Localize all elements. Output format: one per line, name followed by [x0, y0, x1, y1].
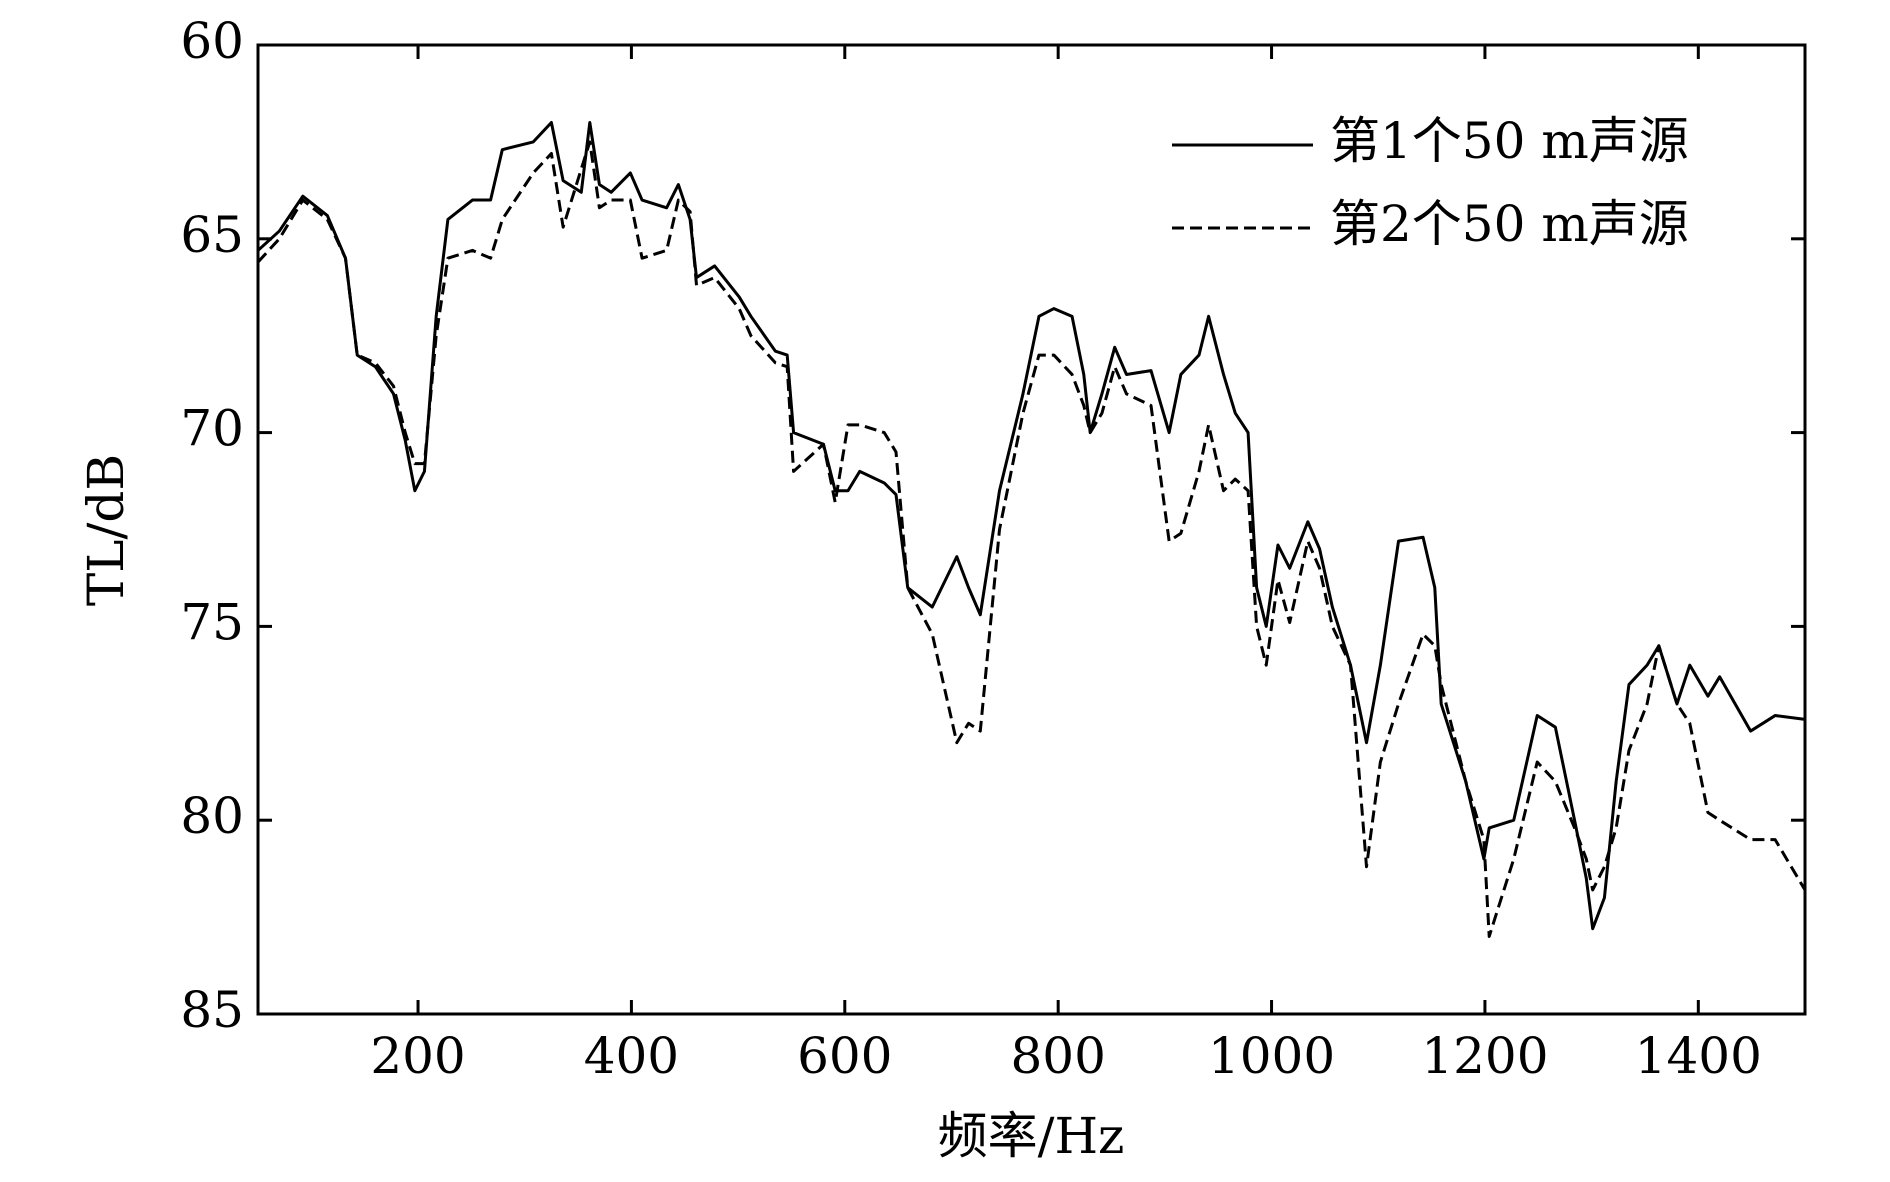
x-axis-label: 频率/Hz: [938, 1107, 1125, 1165]
plot-frame: [256, 43, 1807, 1016]
x-tick-label: 800: [1010, 1027, 1105, 1085]
x-tick-label: 200: [370, 1027, 465, 1085]
x-tick-label: 1400: [1635, 1027, 1762, 1085]
y-tick-label: 70: [180, 400, 244, 458]
y-tick-label: 65: [180, 206, 244, 264]
series-line: [256, 140, 1807, 938]
y-axis-label: TL/dB: [77, 454, 135, 606]
y-tick-label: 60: [180, 12, 244, 70]
legend-label: 第2个50 m声源: [1330, 195, 1689, 253]
y-tick-label: 75: [180, 593, 244, 651]
y-tick-label: 80: [180, 787, 244, 845]
y-tick-label: 85: [180, 981, 244, 1039]
legend-label: 第1个50 m声源: [1330, 112, 1689, 170]
series-line: [256, 121, 1806, 931]
x-tick-label: 600: [797, 1027, 892, 1085]
x-tick-label: 1000: [1208, 1027, 1335, 1085]
x-tick-label: 400: [584, 1027, 679, 1085]
x-tick-label: 1200: [1421, 1027, 1548, 1085]
